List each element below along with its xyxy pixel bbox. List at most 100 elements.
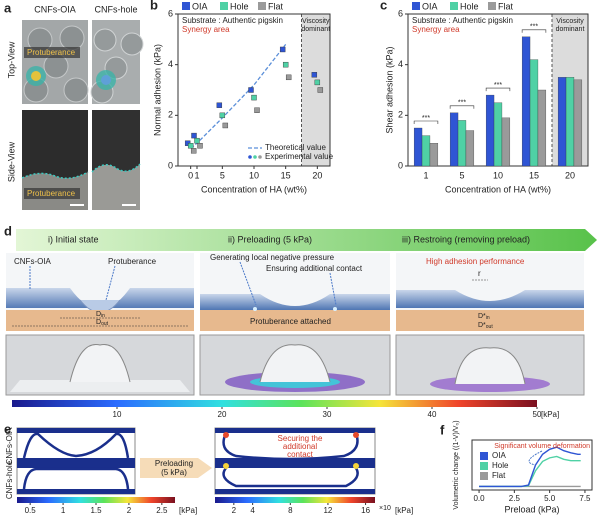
colorbar-multiplier: ×10 <box>379 505 391 512</box>
x-axis-label: Concentration of HA (wt%) <box>445 184 551 194</box>
colorbar-tick-label: 8 <box>288 506 293 515</box>
top-view-hole-part <box>93 28 117 52</box>
label: CNFs-OIA <box>14 257 52 266</box>
panel-a: a CNFs-OIA CNFs-hole Top-View Side-View … <box>4 0 144 210</box>
legend-dot <box>253 155 257 159</box>
legend-dot <box>258 155 262 159</box>
legend-swatch <box>182 2 190 10</box>
legend-swatch <box>220 2 228 10</box>
top-view-oia-part <box>24 47 80 58</box>
colorbar: 2 4 8 12 16 ×10 [kPa] <box>215 497 413 515</box>
x-tick-label: 5 <box>220 170 225 180</box>
y-tick-label: 2 <box>168 110 173 120</box>
panel-e-part <box>215 428 375 433</box>
x-tick-label: 20 <box>312 170 322 180</box>
annotation: Viscosity <box>302 18 330 25</box>
panel-e-part <box>17 463 135 468</box>
side-view-hole-part <box>92 164 140 210</box>
legend-label: Flat <box>492 471 506 480</box>
legend-swatch <box>480 462 488 470</box>
colorbar-tick-label: 20 <box>218 410 227 419</box>
annotation: Synergy area <box>412 25 460 34</box>
bar <box>449 112 459 167</box>
dim-label: D <box>96 319 101 326</box>
colorbar-unit: [kPa] <box>179 506 197 515</box>
colorbar-unit: [kPa] <box>395 506 413 515</box>
simulation-3d-part <box>69 343 131 383</box>
dim-sub: in <box>486 315 490 321</box>
row-title: Side-View <box>6 141 16 182</box>
panel-e-part <box>223 463 229 469</box>
series-line <box>479 446 581 488</box>
data-point <box>248 87 254 93</box>
x-tick-label: 10 <box>249 170 259 180</box>
theoretical-line <box>190 43 287 149</box>
top-view-oia-part <box>31 71 41 81</box>
colorbar-tick-label: 50 <box>533 410 542 419</box>
panel-e: e CNFs-OIA CNFs-hole Preloading (5 kPa) … <box>4 421 413 515</box>
data-point <box>190 148 197 154</box>
x-tick-label: 15 <box>281 170 291 180</box>
legend-label: Hole <box>230 1 249 11</box>
annotation: dominant <box>301 26 330 33</box>
legend-label: Flat <box>268 1 284 11</box>
panel-letter: d <box>4 223 12 238</box>
bar <box>565 77 575 167</box>
y-axis-label: Normal adhesion (kPa) <box>152 44 162 136</box>
annotation: dominant <box>556 26 585 33</box>
label: Protuberance <box>108 257 157 266</box>
panel-letter: e <box>4 421 11 436</box>
y-tick-label: 0 <box>398 160 403 170</box>
legend-swatch <box>488 2 496 10</box>
dim-label: D* <box>478 313 486 320</box>
data-point <box>222 122 229 129</box>
schematic-preloading-part <box>253 307 257 311</box>
data-point <box>285 74 292 81</box>
colorbar-part <box>17 497 175 503</box>
significance: *** <box>530 24 538 31</box>
bar <box>529 59 539 167</box>
dim-sub: out <box>101 321 109 327</box>
x-tick-label: 2.5 <box>509 494 521 503</box>
colorbar-tick-label: 16 <box>361 506 370 515</box>
x-tick-label: 20 <box>565 170 575 180</box>
colorbar-tick-label: 0.5 <box>25 506 37 515</box>
legend-label: Theoretical value <box>265 143 326 152</box>
schematic-restoring-part: D*in <box>478 313 490 321</box>
data-point <box>197 143 203 149</box>
schematic-initial: CNFs-OIA Protuberance Din Dout <box>6 253 194 331</box>
colorbar-tick-label: 10 <box>113 410 122 419</box>
top-view-hole-part <box>120 32 144 56</box>
significance: *** <box>458 100 466 107</box>
legend-label: OIA <box>422 1 438 11</box>
x-tick-label: 7.5 <box>579 494 591 503</box>
x-tick-label: 1 <box>194 170 199 180</box>
panel-e-part <box>17 458 135 463</box>
label: Ensuring additional contact <box>266 264 363 273</box>
colorbar-part <box>215 497 375 503</box>
bar <box>521 36 531 167</box>
bar <box>537 89 547 167</box>
bar <box>421 135 431 167</box>
data-point <box>314 79 321 86</box>
colorbar: 10 20 30 40 50 [kPa] <box>12 400 559 419</box>
arrow-label: Preloading <box>155 459 193 468</box>
schematic-initial-part: Dout <box>96 319 109 327</box>
data-point <box>219 112 226 119</box>
colorbar-tick-label: 1 <box>61 506 66 515</box>
legend-dot <box>248 155 252 159</box>
simulation-3d-part <box>10 380 190 392</box>
colorbar-tick-label: 40 <box>428 410 437 419</box>
label: High adhesion performance <box>426 257 525 266</box>
legend-label: OIA <box>492 451 506 460</box>
colorbar-unit: [kPa] <box>541 410 559 419</box>
schematic-restoring-part <box>396 290 584 308</box>
annotation: Protuberance <box>27 48 76 57</box>
y-axis-label: Shear adhesion (kPa) <box>384 46 394 133</box>
side-view-hole <box>91 110 141 210</box>
row-title: Top-View <box>6 41 16 78</box>
bar <box>457 120 467 167</box>
significance-bracket <box>485 87 511 92</box>
top-view-oia-part <box>63 77 89 103</box>
panel-letter: c <box>380 0 387 12</box>
